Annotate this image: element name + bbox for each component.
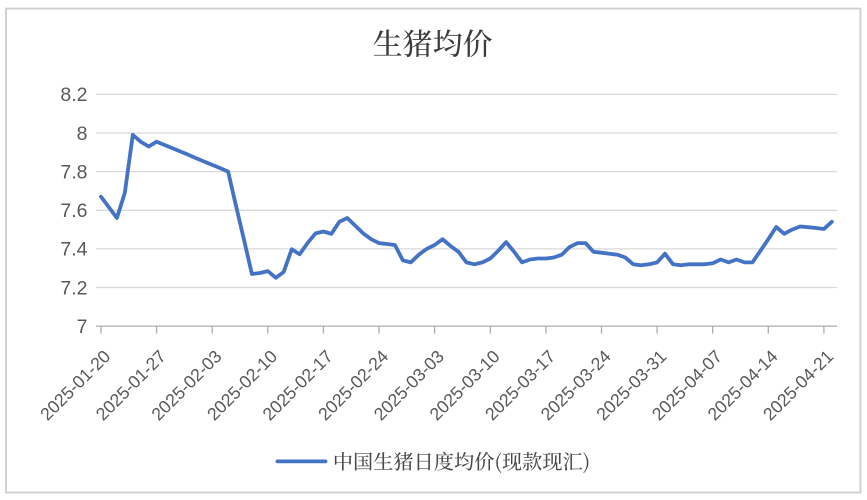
svg-text:7.4: 7.4 xyxy=(60,239,87,261)
svg-text:7: 7 xyxy=(77,316,88,338)
svg-text:8: 8 xyxy=(77,123,88,145)
svg-text:7.8: 7.8 xyxy=(60,161,87,183)
svg-text:7.6: 7.6 xyxy=(60,200,87,222)
svg-text:7.2: 7.2 xyxy=(60,277,87,299)
svg-text:8.2: 8.2 xyxy=(60,84,87,106)
